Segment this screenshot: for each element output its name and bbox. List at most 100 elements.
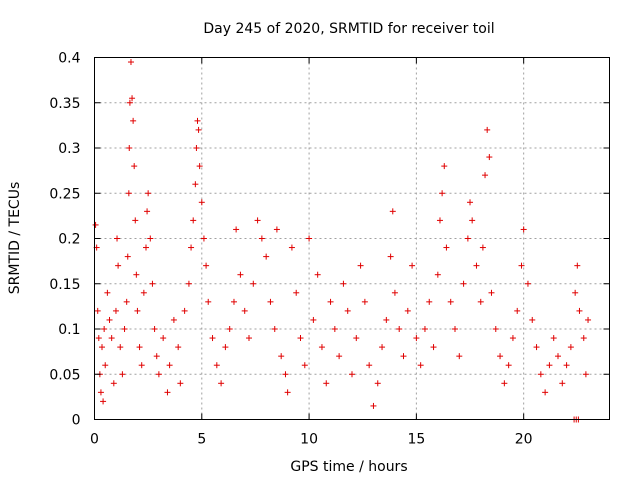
data-point (110, 380, 117, 387)
y-tick-label: 0.35 (49, 96, 80, 112)
data-point (126, 99, 133, 106)
data-point (92, 221, 99, 228)
data-point (585, 316, 592, 323)
data-point (550, 335, 557, 342)
data-point (226, 326, 233, 332)
data-point (379, 344, 386, 351)
data-point (310, 316, 317, 323)
data-point (391, 289, 398, 296)
data-point (344, 307, 351, 314)
data-point (209, 335, 216, 342)
x-tick-label: 15 (407, 432, 425, 448)
data-point (194, 117, 201, 124)
data-point (117, 344, 124, 351)
data-point (467, 199, 474, 206)
data-point (484, 126, 491, 133)
y-tick-label: 0 (72, 413, 81, 429)
data-point (509, 335, 516, 342)
data-point (340, 280, 347, 287)
data-point (421, 326, 428, 332)
data-point (205, 298, 212, 305)
data-point (170, 316, 177, 323)
data-point (136, 344, 143, 351)
data-point (576, 307, 583, 314)
chart-title: Day 245 of 2020, SRMTID for receiver toi… (203, 21, 494, 37)
data-point (318, 344, 325, 351)
data-point (400, 353, 407, 360)
data-point (477, 298, 484, 305)
data-point (185, 280, 192, 287)
x-tick-labels: 0 5 10 15 20 (90, 432, 533, 448)
y-tick-labels: 0 0.05 0.1 0.15 0.2 0.25 0.3 0.35 0.4 (49, 51, 80, 429)
data-point (456, 353, 463, 360)
data-point (144, 208, 151, 215)
data-point (383, 316, 390, 323)
data-point (145, 190, 152, 197)
data-point (436, 217, 443, 224)
data-point (464, 235, 471, 242)
data-point (153, 353, 160, 360)
grid (94, 57, 610, 420)
data-point (123, 298, 130, 305)
data-point (349, 371, 355, 378)
x-tick-label: 10 (300, 432, 318, 448)
data-point (134, 307, 141, 314)
data-point (537, 371, 544, 378)
data-point (336, 353, 343, 360)
data-point (546, 362, 553, 369)
y-tick-label: 0.15 (49, 277, 80, 293)
data-point (140, 289, 147, 296)
data-point (297, 335, 304, 342)
data-point (288, 244, 295, 251)
data-point (196, 163, 203, 170)
data-point (361, 298, 368, 305)
data-point (559, 380, 566, 387)
data-point (192, 181, 199, 188)
y-axis-title: SRMTID / TECUs (7, 182, 23, 295)
data-point (267, 298, 274, 305)
data-point (99, 344, 106, 351)
data-point (94, 307, 101, 314)
data-point (284, 389, 291, 396)
data-point (582, 371, 589, 378)
data-point (121, 326, 128, 332)
data-point (198, 199, 205, 206)
x-tick-label: 5 (197, 432, 206, 448)
data-point (469, 217, 476, 224)
data-point (258, 235, 265, 242)
axis-ticks (94, 57, 610, 420)
data-point (413, 335, 420, 342)
data-point (100, 398, 107, 405)
data-point (278, 353, 285, 360)
data-point (447, 298, 454, 305)
data-point (404, 307, 411, 314)
data-point (101, 326, 108, 332)
data-point (353, 335, 360, 342)
data-point (409, 262, 416, 269)
data-point (246, 335, 252, 342)
data-point (112, 307, 119, 314)
data-point (143, 244, 149, 251)
data-point (108, 335, 115, 342)
data-point (529, 316, 536, 323)
y-tick-label: 0.05 (49, 367, 80, 383)
data-point (533, 344, 540, 351)
data-point (441, 163, 448, 170)
data-point (555, 353, 561, 360)
data-point (241, 307, 248, 314)
data-point (370, 402, 377, 409)
data-points (92, 59, 592, 423)
data-point (357, 262, 364, 269)
data-point (563, 362, 570, 369)
data-point (426, 298, 433, 305)
data-point (104, 289, 111, 296)
data-point (460, 280, 467, 287)
data-point (482, 172, 489, 179)
y-tick-label: 0.1 (58, 322, 80, 338)
data-point (129, 95, 136, 102)
data-point (327, 298, 334, 305)
data-point (501, 380, 508, 387)
data-point (497, 353, 504, 360)
data-point (97, 389, 104, 396)
